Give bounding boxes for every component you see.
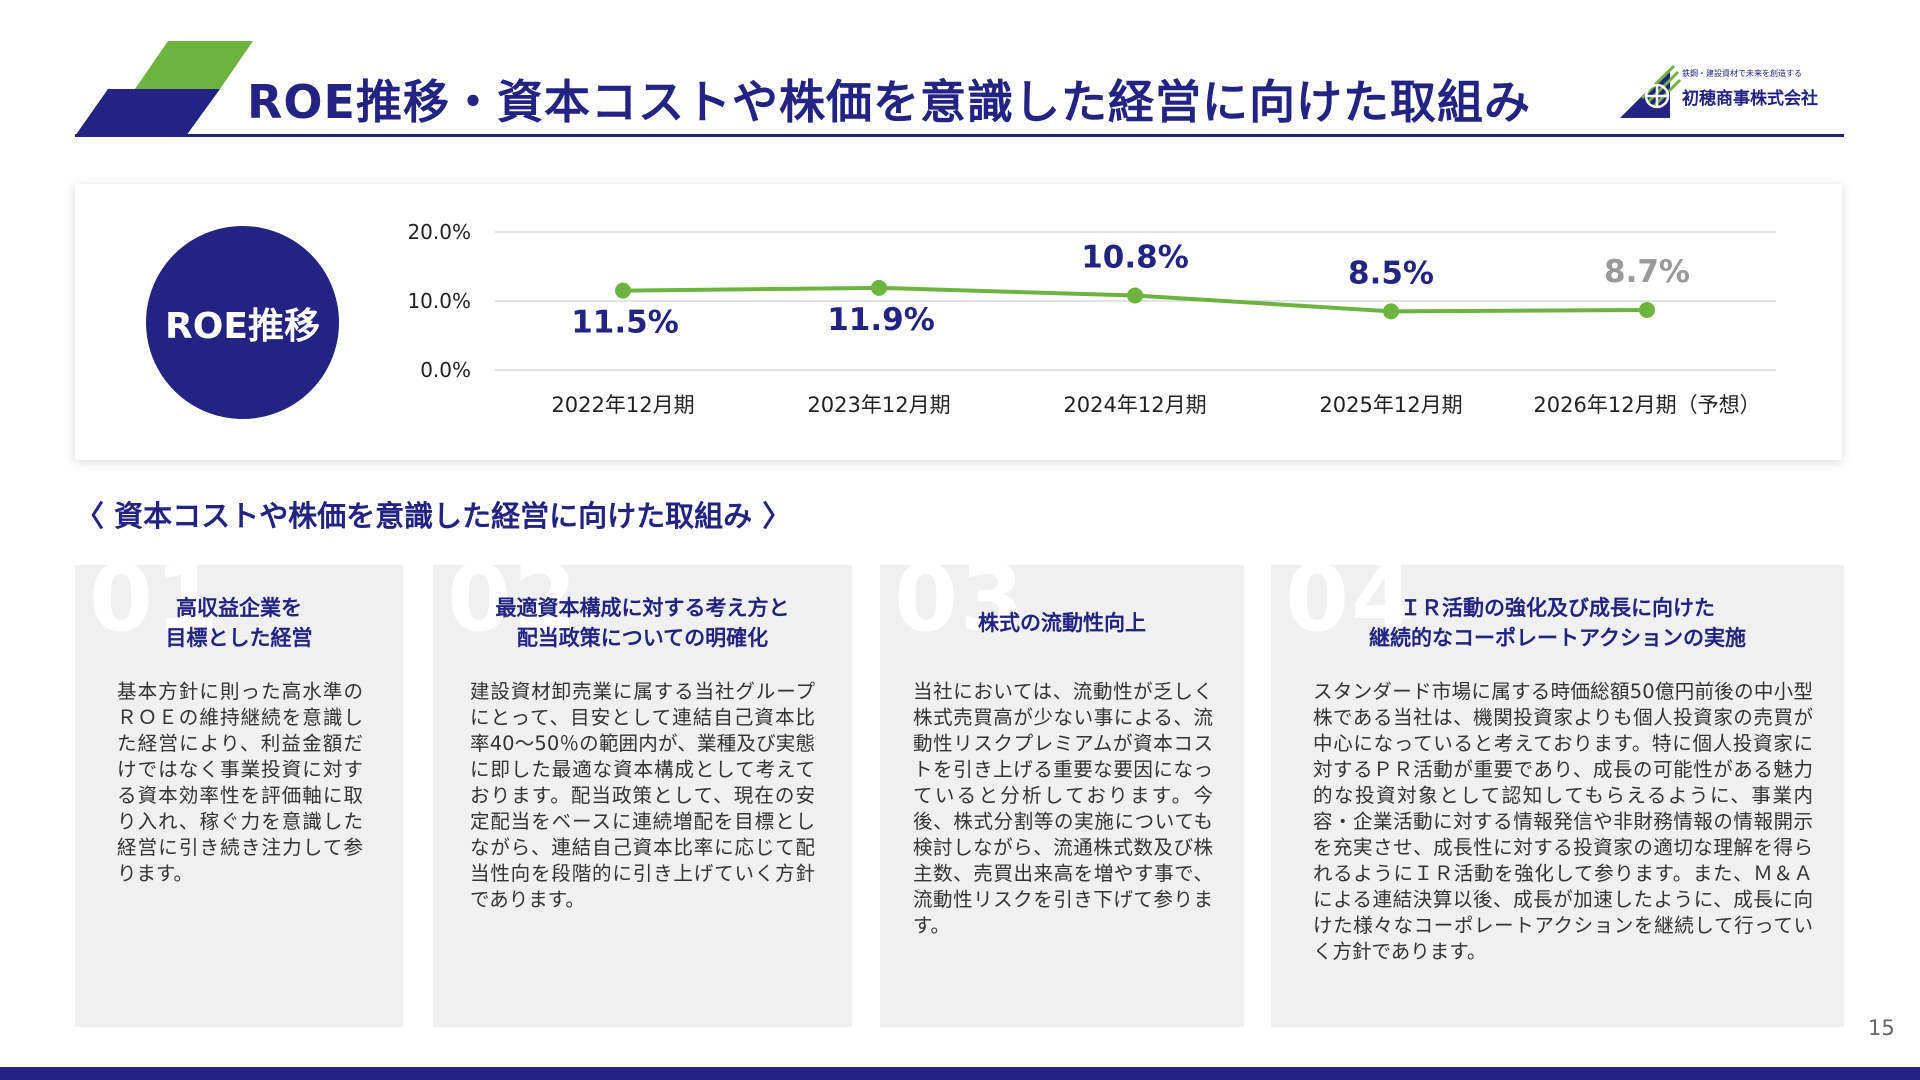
x-category-label: 2022年12月期 xyxy=(551,393,694,417)
card-body: 当社においては、流動性が乏しく株式売買高が少ない事による、流動性リスクプレミアム… xyxy=(913,680,1213,937)
roe-data-label: 11.5% xyxy=(571,305,679,341)
header-stripe-graphic xyxy=(75,41,253,136)
title-underline xyxy=(75,134,1844,137)
initiative-card-1: 01 高収益企業を 目標とした経営 基本方針に則った高水準のＲＯＥの維持継続を意… xyxy=(75,553,403,1027)
roe-chart-panel xyxy=(75,184,1842,460)
footer-bar xyxy=(0,1067,1920,1080)
card-title: 株式の流動性向上 xyxy=(978,611,1146,635)
company-logo: 鉄鋼・建設資材で未来を創造する 初穂商事株式会社 xyxy=(1612,62,1847,124)
initiative-card-2: 02 最適資本構成に対する考え方と 配当政策についての明確化 建設資材卸売業に属… xyxy=(433,553,852,1027)
header-green-stripe xyxy=(135,41,253,89)
roe-data-label: 11.9% xyxy=(827,302,935,338)
card-body: 基本方針に則った高水準のＲＯＥの維持継続を意識した経営により、利益金額だけではな… xyxy=(117,680,363,885)
card-body: スタンダード市場に属する時価総額50億円前後の中小型株である当社は、機関投資家よ… xyxy=(1313,680,1813,963)
initiative-card-4: 04 ＩＲ活動の強化及び成長に向けた 継続的なコーポレートアクションの実施 スタ… xyxy=(1271,553,1844,1027)
roe-data-label: 8.7% xyxy=(1604,254,1690,290)
x-category-label: 2023年12月期 xyxy=(807,393,950,417)
roe-data-point xyxy=(1127,287,1143,304)
y-tick-label: 10.0% xyxy=(407,289,471,313)
roe-data-point xyxy=(1383,303,1399,320)
card-body: 建設資材卸売業に属する当社グループにとって、目安として連結自己資本比率40～50… xyxy=(470,680,815,911)
roe-label-circle: ROE推移 xyxy=(146,226,339,419)
logo-mark-icon xyxy=(1620,64,1682,118)
card-title: ＩＲ活動の強化及び成長に向けた 継続的なコーポレートアクションの実施 xyxy=(1369,596,1746,650)
logo-company-name: 初穂商事株式会社 xyxy=(1682,89,1818,109)
card-number: 04 xyxy=(1285,545,1418,652)
card-number: 03 xyxy=(894,545,1027,652)
card-number: 02 xyxy=(447,545,580,652)
y-tick-label: 20.0% xyxy=(407,220,471,244)
page-title: ROE推移・資本コストや株価を意識した経営に向けた取組み xyxy=(247,75,1531,129)
roe-data-label: 8.5% xyxy=(1348,255,1434,291)
roe-line-chart: 0.0% 10.0% 20.0% 2022年12月期 2023年12月期 2024年12月… xyxy=(407,220,1776,417)
roe-data-label: 10.8% xyxy=(1081,239,1189,275)
logo-tagline: 鉄鋼・建設資材で未来を創造する xyxy=(1682,69,1802,78)
x-category-label: 2026年12月期（予想） xyxy=(1533,393,1760,417)
section-heading: 〈 資本コストや株価を意識した経営に向けた取組み 〉 xyxy=(75,499,792,533)
card-number: 01 xyxy=(89,545,222,652)
card-title: 最適資本構成に対する考え方と 配当政策についての明確化 xyxy=(495,596,790,650)
x-category-label: 2024年12月期 xyxy=(1063,393,1206,417)
page-number: 15 xyxy=(1868,1016,1895,1040)
roe-data-point xyxy=(1639,301,1655,318)
initiative-card-3: 03 株式の流動性向上 当社においては、流動性が乏しく株式売買高が少ない事による… xyxy=(880,553,1244,1027)
x-category-label: 2025年12月期 xyxy=(1319,393,1462,417)
roe-data-point xyxy=(615,282,631,299)
y-tick-label: 0.0% xyxy=(420,358,471,382)
header-navy-stripe xyxy=(75,89,220,136)
roe-data-point xyxy=(871,279,887,296)
card-title: 高収益企業を 目標とした経営 xyxy=(165,596,313,650)
